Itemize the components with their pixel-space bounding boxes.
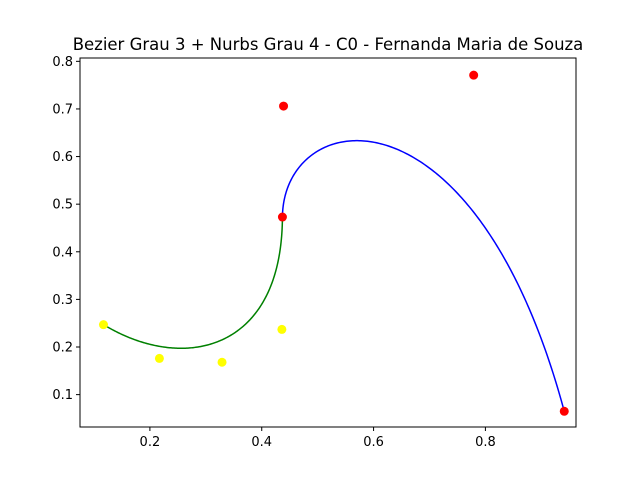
plot-frame (79, 57, 577, 428)
x-tick-label: 0.4 (251, 435, 272, 450)
x-tick-label: 0.6 (363, 435, 384, 450)
control-point-marker (154, 353, 164, 363)
y-tick-label: 0.5 (52, 198, 73, 213)
curves (103, 139, 565, 412)
y-tick-label: 0.2 (52, 341, 73, 356)
control-point-marker (277, 212, 287, 222)
control-point-marker (559, 406, 569, 416)
y-tick-label: 0.1 (52, 388, 73, 403)
control-points (98, 70, 569, 416)
chart-title: Bezier Grau 3 + Nurbs Grau 4 - C0 - Fern… (73, 35, 584, 54)
control-point-marker (98, 320, 108, 330)
nurbs-curve (281, 139, 565, 412)
y-tick-label: 0.6 (52, 150, 73, 165)
control-point-marker (469, 70, 479, 80)
control-point-marker (279, 101, 289, 111)
control-point-marker (277, 324, 287, 334)
x-tick-label: 0.2 (140, 435, 161, 450)
y-tick-label: 0.3 (52, 293, 73, 308)
y-tick-label: 0.4 (52, 245, 73, 260)
bezier-curve (103, 217, 284, 350)
y-tick-label: 0.8 (52, 55, 73, 70)
axes: 0.2 0.4 0.6 0.8 0.1 0.2 0.3 0.4 0.5 0.6 0.7 0.8 (52, 55, 495, 450)
control-point-marker (217, 357, 227, 367)
y-tick-label: 0.7 (52, 102, 73, 117)
x-tick-label: 0.8 (475, 435, 496, 450)
